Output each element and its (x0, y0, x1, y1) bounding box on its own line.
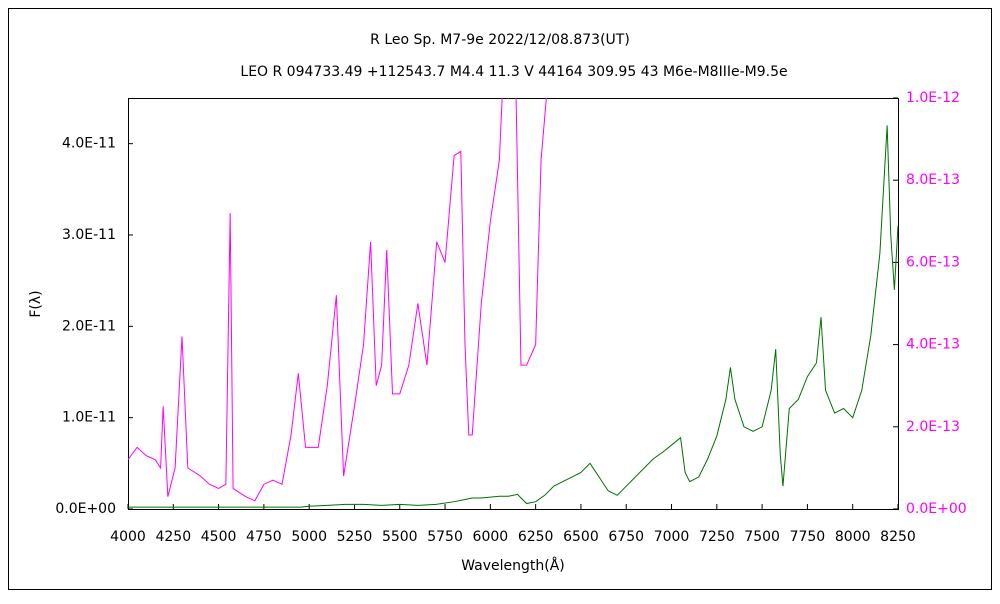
chart-subtitle: LEO R 094733.49 +112543.7 M4.4 11.3 V 44… (240, 64, 787, 80)
y-tick-label: 1.0E-11 (62, 410, 116, 426)
x-tick-label: 4000 (110, 529, 146, 545)
plot-frame (128, 98, 899, 510)
x-axis-label: Wavelength(Å) (461, 557, 565, 574)
y-axis-label: F(λ) (28, 290, 44, 317)
series-line (128, 98, 547, 502)
x-tick-label: 5250 (337, 529, 373, 545)
x-tick-label: 7500 (744, 529, 780, 545)
y2-tick-label: 2.0E-13 (906, 419, 960, 435)
x-tick-label: 4500 (201, 529, 237, 545)
y2-tick-label: 0.0E+00 (906, 501, 967, 517)
x-tick-label: 5500 (382, 529, 418, 545)
x-tick-label: 7000 (654, 529, 690, 545)
series-line (128, 125, 898, 508)
y-tick-label: 2.0E-11 (62, 318, 116, 334)
chart-frame (8, 8, 992, 590)
y2-tick-label: 8.0E-13 (906, 172, 960, 188)
y2-tick-label: 1.0E-12 (906, 90, 960, 106)
x-tick-label: 6500 (563, 529, 599, 545)
x-tick-label: 4250 (155, 529, 191, 545)
y-tick-label: 0.0E+00 (55, 501, 116, 517)
y-tick-label: 3.0E-11 (62, 227, 116, 243)
y2-tick-label: 6.0E-13 (906, 254, 960, 270)
x-tick-label: 8000 (835, 529, 871, 545)
x-tick-label: 8250 (880, 529, 916, 545)
y2-tick-label: 4.0E-13 (906, 337, 960, 353)
x-tick-label: 6000 (473, 529, 509, 545)
x-tick-label: 5000 (291, 529, 327, 545)
chart-title: R Leo Sp. M7-9e 2022/12/08.873(UT) (370, 32, 630, 48)
x-tick-label: 6750 (608, 529, 644, 545)
x-tick-label: 7250 (699, 529, 735, 545)
x-tick-label: 6250 (518, 529, 554, 545)
y-tick-label: 4.0E-11 (62, 136, 116, 152)
x-tick-label: 4750 (246, 529, 282, 545)
x-tick-label: 7750 (790, 529, 826, 545)
x-tick-label: 5750 (427, 529, 463, 545)
